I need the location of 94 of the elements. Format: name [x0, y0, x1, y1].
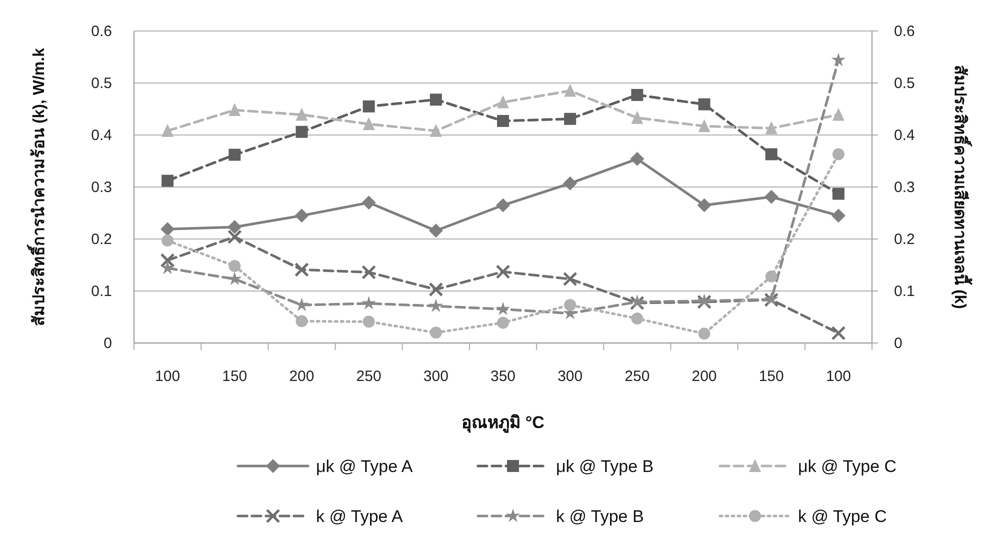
point: [631, 110, 644, 124]
point: [430, 326, 442, 339]
point: [697, 294, 712, 310]
x-tick-label: 200: [289, 368, 314, 385]
point: [228, 220, 242, 234]
point: [831, 52, 846, 66]
point: [162, 174, 174, 187]
point: [496, 302, 510, 316]
point: [296, 108, 308, 121]
point: [362, 100, 375, 112]
x-tick-label: 200: [692, 368, 717, 385]
point: [362, 296, 376, 310]
point: [832, 148, 844, 160]
point: [228, 272, 242, 286]
point: [697, 198, 712, 212]
point: [630, 152, 644, 166]
point: [496, 264, 510, 280]
x-tick-label: 350: [490, 368, 516, 385]
point: [362, 117, 375, 130]
point: [832, 108, 844, 121]
x-tick-label: 100: [155, 368, 180, 385]
point: [831, 208, 846, 223]
y-axis-title: สัมประสิทธิ์การนำความร้อน (k), W/m.k: [27, 48, 48, 326]
point: [631, 88, 644, 101]
point: [765, 121, 778, 134]
x-tick-label: 300: [423, 368, 448, 385]
legend-label: μk @ Type C: [798, 457, 897, 476]
x-axis-title: อุณหภูมิ °C: [462, 413, 544, 434]
point: [697, 293, 712, 307]
legend-label: k @ Type A: [316, 507, 404, 526]
point: [562, 272, 578, 286]
y2-tick-label: 0.1: [894, 283, 915, 300]
y-tick-label: 0.2: [91, 231, 112, 248]
point: [564, 112, 576, 125]
legend-label: μk @ Type A: [316, 457, 414, 476]
point: [296, 315, 308, 328]
point: [428, 298, 444, 312]
legend-label: μk @ Type B: [556, 457, 654, 476]
y-tick-label: 0.1: [91, 283, 112, 300]
point: [294, 262, 309, 277]
point: [428, 224, 443, 238]
point: [764, 190, 778, 204]
point: [497, 114, 509, 127]
point: [497, 95, 509, 108]
point: [227, 230, 242, 244]
point: [698, 98, 710, 110]
point: [160, 260, 175, 274]
point: [160, 222, 175, 236]
x-tick-label: 150: [758, 368, 784, 385]
point: [563, 176, 578, 190]
point: [362, 316, 375, 328]
point: [160, 253, 175, 268]
x-tick-label: 100: [826, 368, 851, 385]
point: [228, 103, 241, 116]
point: [228, 260, 241, 272]
point: [631, 312, 644, 325]
y2-tick-label: 0.6: [894, 23, 915, 40]
point: [765, 148, 778, 160]
point: [296, 126, 308, 138]
point: [430, 124, 442, 137]
point: [228, 148, 241, 161]
legend-label: k @ Type B: [556, 507, 644, 526]
point: [564, 84, 576, 97]
y-tick-label: 0.5: [91, 75, 112, 92]
y2-tick-label: 0.5: [894, 75, 915, 92]
point: [831, 326, 846, 340]
point: [428, 282, 444, 297]
point: [162, 234, 174, 247]
point: [698, 328, 710, 340]
legend-label: k @ Type C: [798, 507, 887, 526]
point: [497, 316, 509, 329]
point: [294, 208, 309, 223]
y-tick-label: 0.4: [91, 127, 112, 144]
y2-tick-label: 0.3: [894, 179, 915, 196]
y2-tick-label: 0.2: [894, 231, 915, 248]
y2-tick-label: 0: [894, 335, 902, 352]
x-tick-label: 150: [222, 368, 248, 385]
point: [362, 196, 376, 210]
y-tick-label: 0.3: [91, 179, 112, 196]
y2-axis-title: สัมประสิทธิ์ความเสียดทานเจลนี้ (k): [951, 65, 973, 309]
point: [832, 188, 844, 200]
x-tick-label: 300: [558, 368, 583, 385]
y2-tick-label: 0.4: [894, 127, 915, 144]
point: [496, 198, 510, 212]
point: [430, 94, 442, 106]
point: [765, 270, 778, 282]
point: [698, 119, 710, 132]
x-tick-label: 250: [624, 368, 650, 385]
x-tick-label: 250: [356, 368, 382, 385]
point: [362, 265, 376, 280]
point: [162, 124, 174, 137]
point: [564, 299, 576, 312]
y-tick-label: 0.6: [91, 23, 112, 40]
y-tick-label: 0: [104, 335, 112, 352]
